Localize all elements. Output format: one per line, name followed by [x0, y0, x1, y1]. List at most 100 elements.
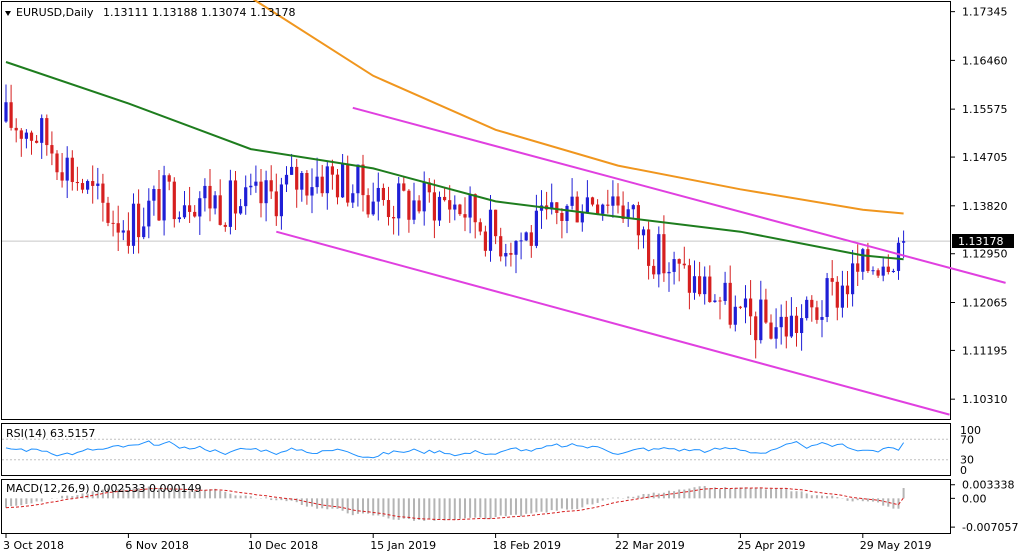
- macd-signal-line: [5, 487, 905, 521]
- candle-body: [249, 185, 253, 188]
- candle-body: [356, 164, 360, 194]
- date-tick-label: 18 Feb 2019: [493, 539, 561, 552]
- candle-body: [86, 181, 90, 190]
- candle-body: [131, 203, 136, 246]
- candle-body: [789, 315, 793, 337]
- candle-body: [188, 205, 192, 212]
- candle-body: [305, 172, 309, 196]
- candle-body: [759, 299, 763, 341]
- candle-body: [325, 166, 329, 194]
- candle-body: [335, 174, 340, 198]
- rsi-tick-label: 70: [960, 433, 974, 446]
- candle-body: [208, 185, 212, 209]
- date-tick-label: 3 Oct 2018: [3, 539, 64, 552]
- candle-body: [861, 249, 865, 272]
- candle-body: [152, 189, 156, 201]
- candle-body: [463, 214, 467, 218]
- candle-body: [448, 200, 452, 210]
- candle-body: [830, 278, 834, 282]
- candle-body: [713, 300, 717, 303]
- candle-body: [494, 209, 498, 237]
- candle-body: [50, 145, 54, 154]
- candle-body: [718, 300, 722, 302]
- candle-body: [392, 217, 396, 219]
- candle-body: [366, 195, 370, 215]
- candle-body: [555, 202, 559, 213]
- candle-body: [896, 242, 901, 271]
- candle-body: [601, 204, 605, 214]
- current-price-tag: [952, 234, 1014, 248]
- candle-body: [575, 196, 579, 223]
- candle-body: [320, 176, 324, 194]
- date-tick-label: 22 Mar 2019: [615, 539, 685, 552]
- candle-body: [142, 226, 146, 238]
- candle-body: [641, 229, 646, 236]
- candle-body: [626, 209, 630, 219]
- candle-body: [172, 181, 176, 220]
- candle-body: [386, 200, 391, 218]
- candle-body: [534, 210, 538, 246]
- candle-body: [478, 222, 482, 232]
- candle-body: [708, 276, 712, 303]
- candle-body: [126, 230, 130, 246]
- candle-body: [162, 175, 166, 221]
- candle-body: [866, 249, 870, 272]
- candle-body: [254, 181, 258, 186]
- candle-body: [488, 209, 493, 251]
- candle-body: [106, 202, 110, 223]
- price-tick-label: 1.12065: [962, 296, 1008, 309]
- candle-body: [453, 204, 457, 210]
- candle-body: [9, 102, 13, 128]
- candle-body: [111, 222, 115, 224]
- candle-body: [550, 202, 554, 210]
- candle-body: [519, 240, 523, 242]
- candle-body: [835, 281, 839, 308]
- candle-body: [157, 189, 161, 221]
- candle-body: [223, 224, 227, 227]
- macd-label: MACD(12,26,9) 0.002533 0.000149: [6, 482, 202, 495]
- candle-body: [269, 180, 273, 192]
- candle-body: [407, 190, 411, 220]
- candle-body: [672, 259, 676, 272]
- candle-body: [300, 172, 304, 190]
- candle-body: [529, 232, 533, 246]
- candle-body: [621, 205, 625, 219]
- candle-body: [55, 153, 59, 173]
- channel-upper-line: [352, 106, 1006, 284]
- candle-body: [80, 183, 85, 190]
- candle-body: [728, 282, 732, 325]
- candle-body: [96, 183, 100, 186]
- candle-body: [346, 163, 350, 203]
- rsi-panel: [1, 423, 951, 476]
- candle-body: [692, 276, 697, 293]
- candle-body: [749, 298, 753, 317]
- candle-body: [733, 306, 737, 325]
- candle-body: [101, 183, 105, 203]
- price-tick-label: 1.11195: [962, 344, 1008, 357]
- candle-body: [779, 316, 783, 328]
- candle-body: [70, 157, 74, 182]
- candle-body: [218, 195, 222, 225]
- candle-body: [616, 196, 620, 206]
- candle-body: [590, 197, 595, 205]
- macd-tick-label: 0.003338: [962, 479, 1015, 492]
- date-tick-label: 6 Nov 2018: [125, 539, 188, 552]
- candle-body: [137, 203, 141, 238]
- date-tick-label: 10 Dec 2018: [248, 539, 318, 552]
- candle-body: [19, 130, 23, 139]
- candle-body: [290, 166, 294, 175]
- candle-body: [580, 212, 584, 223]
- candle-body: [820, 316, 824, 320]
- price-tick-label: 1.17345: [962, 6, 1008, 19]
- candle-body: [371, 201, 375, 215]
- candle-body: [45, 118, 49, 146]
- candle-body: [764, 299, 768, 323]
- header-ohlc: 1.13111 1.13188 1.13074 1.13178: [103, 6, 295, 19]
- candle-body: [233, 180, 238, 214]
- candle-body: [147, 200, 151, 227]
- candle-body: [4, 102, 8, 122]
- date-tick-label: 29 May 2019: [860, 539, 932, 552]
- candle-body: [524, 232, 528, 241]
- price-tick-label: 1.10310: [962, 393, 1008, 406]
- candle-body: [585, 197, 589, 213]
